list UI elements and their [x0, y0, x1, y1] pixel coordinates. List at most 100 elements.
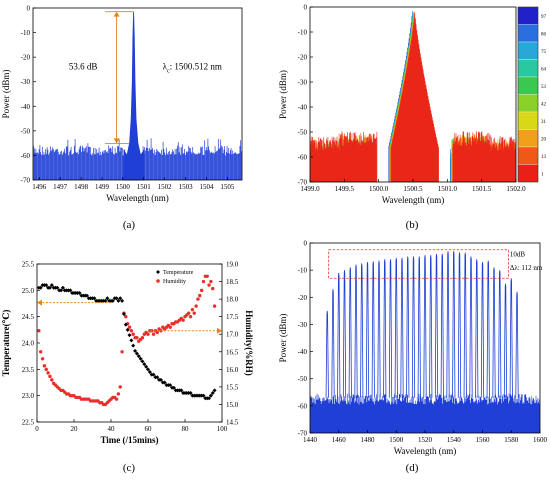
chart-d-comb-line: [509, 278, 513, 398]
chart-c-humidity-point: [211, 286, 215, 291]
chart-d-comb-line: [388, 259, 393, 398]
chart-a-xtick-label-5: 1501: [137, 183, 152, 191]
chart-c-humidity-point: [155, 330, 159, 335]
colorbar-label-7: 20: [541, 137, 547, 142]
chart-b-xlabel: Wavelength (nm): [382, 195, 445, 205]
chart-d-comb-line: [400, 257, 404, 398]
chart-a-annotation-dynamic-range: 53.6 dB: [69, 61, 98, 71]
chart-d-xtick-label-8: 1600: [533, 436, 548, 444]
chart-a-ytick-label-4: -40: [21, 103, 31, 111]
chart-d-comb-line: [440, 253, 444, 398]
chart-c-temperature-point: [77, 290, 82, 295]
chart-c-temperature-point: [55, 285, 60, 290]
chart-d-ytick-label-3: -30: [298, 321, 308, 329]
chart-c-temperature-point: [151, 372, 156, 377]
caption-c: (c): [123, 462, 136, 474]
chart-c-xtick-label-0: 0: [35, 425, 39, 433]
colorbar-label-9: 1: [541, 172, 544, 177]
chart-b-ylabel: Power (dBm): [278, 70, 288, 119]
chart-d-comb-line: [360, 263, 364, 398]
chart-d-ytick-label-4: -40: [298, 348, 308, 356]
chart-c-humidity-point: [118, 385, 122, 389]
chart-c-humidity-point: [40, 357, 45, 361]
chart-c-temperature-point: [140, 359, 145, 364]
chart-d-xlabel: Wavelength (nm): [394, 446, 457, 456]
chart-a-ytick-label-3: -30: [21, 78, 31, 86]
chart-d-comb-line: [383, 259, 387, 398]
chart-c-plot: [36, 274, 222, 407]
chart-c-y2tick-label-3: 16.0: [226, 366, 239, 374]
chart-c-temperature-point: [201, 393, 206, 398]
chart-c-humidity-point: [135, 336, 139, 340]
chart-a-frame: [32, 7, 243, 181]
chart-b-xtick-label-4: 1501.0: [438, 185, 458, 193]
chart-c-y2label: Humidity(%RH): [244, 310, 254, 376]
chart-c-temperature-point: [207, 396, 212, 401]
colorbar-swatch-6: [517, 111, 539, 130]
chart-b-xtick-label-5: 1501.5: [472, 185, 492, 193]
chart-d-comb-line: [434, 253, 439, 398]
chart-b-plot: [310, 11, 516, 182]
chart-d-flatness-box: [328, 249, 509, 279]
chart-c-temperature-point: [84, 293, 89, 298]
chart-d-xtick-label-0: 1440: [303, 436, 318, 444]
chart-c-humidity-point: [50, 378, 54, 382]
chart-c-temperature-point: [103, 298, 108, 303]
chart-b-ytick-label-6: -60: [298, 154, 308, 162]
chart-c-temperature-point: [44, 283, 49, 288]
chart-c-xtick-label-3: 60: [145, 425, 153, 433]
chart-d-comb-line: [348, 267, 352, 398]
colorbar-label-0: 97: [541, 15, 547, 20]
chart-d-comb-line: [337, 272, 341, 398]
colorbar-swatch-1: [517, 24, 539, 43]
chart-d-ytick-label-7: -70: [298, 430, 308, 438]
chart-a-xtick-label-3: 1499: [95, 183, 110, 191]
caption-a: (a): [123, 219, 136, 231]
chart-d-comb-line: [486, 260, 490, 398]
chart-c-humidity-point: [207, 283, 211, 287]
chart-c-temperature-point: [118, 296, 123, 301]
chart-c-humidity-point: [190, 307, 195, 312]
chart-a-annotation-center-wavelength: λc: 1500.512 nm: [163, 61, 222, 74]
chart-c-temperature-point: [49, 283, 54, 288]
chart-c-temperature-point: [92, 296, 97, 301]
chart-c-humidity-point: [194, 304, 198, 308]
chart-c-humidity-point: [187, 311, 191, 315]
chart-c-y2tick-label-9: 19.0: [226, 261, 239, 269]
chart-b-xtick-label-3: 1500.5: [403, 185, 423, 193]
chart-c-temperature-point: [162, 380, 167, 385]
chart-c-legend-label-1: Humidity: [163, 279, 186, 285]
chart-a-xtick-label-2: 1498: [74, 183, 89, 191]
chart-a-xtick-label-9: 1505: [220, 183, 235, 191]
chart-c-humidity-point: [48, 374, 52, 379]
colorbar-label-2: 75: [541, 50, 547, 55]
colorbar-swatch-0: [517, 6, 539, 25]
chart-c-y2tick-label-8: 18.5: [226, 278, 239, 286]
chart-c-humidity-point: [37, 329, 41, 333]
chart-d-comb-line: [452, 251, 456, 398]
chart-a-ytick-label-0: 0: [27, 5, 31, 13]
chart-a-ylabel: Power (dBm): [1, 70, 11, 119]
colorbar-label-8: 13: [541, 155, 547, 160]
chart-c-y2tick-label-2: 15.5: [226, 383, 239, 391]
chart-d-xtick-label-2: 1480: [361, 436, 376, 444]
chart-c-legend-label-0: Temperature: [163, 270, 194, 276]
chart-c-humidity-point: [192, 311, 196, 315]
chart-c-humidity-point: [129, 329, 134, 333]
chart-d-comb-line: [457, 252, 462, 398]
chart-c-temperature-point: [144, 364, 149, 369]
chart-c-humidity-point: [196, 297, 200, 301]
chart-c-xtick-label-5: 100: [217, 425, 228, 433]
chart-d-xtick-label-6: 1560: [476, 436, 491, 444]
colorbar-label-6: 31: [541, 120, 547, 125]
chart-c-y2tick-label-1: 15.0: [226, 401, 239, 409]
chart-a-ytick-label-6: -60: [21, 152, 31, 160]
chart-b-xtick-label-1: 1499.5: [335, 185, 355, 193]
chart-c-temperature-point: [38, 285, 43, 290]
chart-c-temperature-point: [142, 362, 147, 367]
chart-c-temperature-point: [114, 296, 119, 301]
chart-c-ylabel: Temperature(℃): [1, 310, 11, 377]
chart-a-xtick-label-0: 1496: [32, 183, 47, 191]
chart-c-y2tick-label-0: 14.5: [226, 419, 239, 427]
